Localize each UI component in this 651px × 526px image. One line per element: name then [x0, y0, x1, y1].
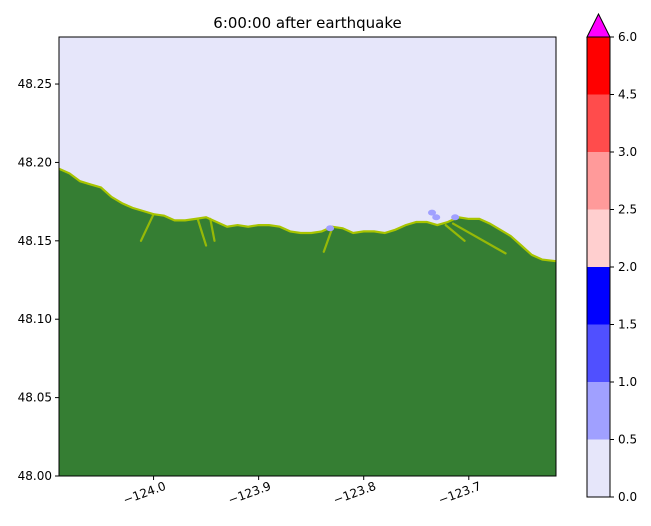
colorbar-segment	[587, 209, 610, 267]
inland-streak	[209, 217, 216, 242]
x-tick-label: −123.7	[436, 479, 483, 507]
colorbar-extend-arrow	[586, 12, 611, 38]
colorbar-tick-label: 2.5	[618, 203, 637, 217]
colorbar-segment	[587, 152, 610, 210]
y-tick-label: 48.10	[18, 312, 52, 326]
colorbar-segment	[587, 267, 610, 325]
y-tick-label: 48.20	[18, 155, 52, 169]
plot-frame	[58, 36, 557, 477]
wet-spot	[428, 209, 437, 216]
y-tick-label: 48.00	[18, 469, 52, 483]
colorbar-segment	[587, 382, 610, 440]
colorbar-tick-label: 6.0	[618, 30, 637, 44]
colorbar-tick-label: 1.0	[618, 375, 637, 389]
x-tick-label: −123.9	[226, 479, 273, 507]
colorbar-tick-label: 0.5	[618, 433, 637, 447]
inland-streak	[451, 222, 507, 255]
colorbar-tick-label: 4.5	[618, 88, 637, 102]
coastline	[58, 167, 557, 263]
wet-spot	[432, 214, 441, 221]
y-tick-label: 48.25	[18, 77, 52, 91]
y-axis: 48.00 48.05 48.10 48.15 48.20 48.25	[18, 77, 59, 483]
colorbar-segment	[587, 439, 610, 497]
inland-streak	[322, 227, 334, 253]
x-tick-label: −123.8	[331, 479, 378, 507]
map-plot	[58, 36, 557, 477]
x-tick-label: −124.0	[121, 479, 168, 507]
inland-streak	[444, 224, 466, 242]
colorbar-tick-label: 3.0	[618, 145, 637, 159]
land-area	[59, 168, 556, 476]
colorbar-segment	[587, 94, 610, 152]
x-axis: −124.0 −123.9 −123.8 −123.7	[121, 476, 483, 507]
y-tick-label: 48.15	[18, 234, 52, 248]
plot-title: 6:00:00 after earthquake	[213, 14, 401, 32]
colorbar-segment	[587, 37, 610, 95]
wet-spots	[326, 209, 460, 232]
colorbar: 0.0 0.5 1.0 1.5 2.0 2.5 3.0 4.5 6.0	[586, 12, 637, 504]
colorbar-segment	[587, 324, 610, 382]
colorbar-tick-label: 1.5	[618, 318, 637, 332]
colorbar-tick-label: 2.0	[618, 260, 637, 274]
inland-streaks	[139, 213, 507, 255]
inland-streak	[139, 213, 155, 242]
wet-spot	[326, 225, 335, 232]
inland-streak	[196, 217, 208, 247]
wet-spot	[451, 214, 460, 221]
y-tick-label: 48.05	[18, 391, 52, 405]
colorbar-tick-label: 0.0	[618, 490, 637, 504]
